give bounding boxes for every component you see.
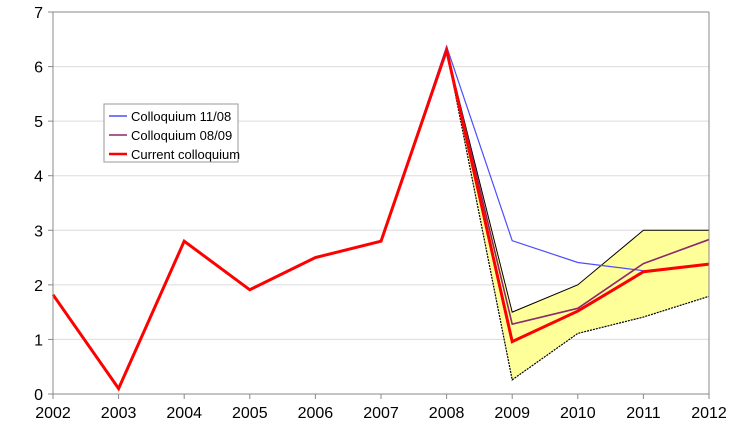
legend: Colloquium 11/08 Colloquium 08/09 Current … xyxy=(103,103,240,163)
band-upper-edge xyxy=(446,50,709,313)
series-line xyxy=(51,44,710,392)
x-tick-label: 2005 xyxy=(232,405,268,422)
x-tick-label: 2009 xyxy=(494,405,530,422)
y-tick-label: 7 xyxy=(34,5,43,22)
y-tick-label: 5 xyxy=(34,114,43,131)
x-tick-label: 2007 xyxy=(363,405,399,422)
band-fill xyxy=(446,50,709,380)
y-tick-label: 6 xyxy=(34,60,43,77)
legend-label: Colloquium 08/09 xyxy=(131,128,232,143)
x-tick-label: 2008 xyxy=(429,405,465,422)
legend-label: Colloquium 11/08 xyxy=(131,109,231,124)
axes xyxy=(48,11,710,399)
x-tick-label: 2011 xyxy=(626,405,661,422)
x-tick-label: 2012 xyxy=(691,405,727,422)
x-tick-label: 2002 xyxy=(35,405,71,422)
x-tick-label: 2006 xyxy=(298,405,334,422)
y-tick-label: 3 xyxy=(34,223,43,240)
x-tick-label: 2010 xyxy=(560,405,596,422)
y-tick-label: 0 xyxy=(34,387,43,404)
uncertainty-band xyxy=(52,50,710,394)
x-tick-label: 2003 xyxy=(101,405,137,422)
y-tick-label: 1 xyxy=(34,332,43,349)
series-lines xyxy=(51,44,710,392)
y-tick-label: 4 xyxy=(34,169,43,186)
x-tick-label: 2004 xyxy=(166,405,202,422)
x-tick-labels: 2002 2003 2004 2005 2006 2007 2008 2009 2010 2011… xyxy=(35,405,727,422)
y-tick-label: 2 xyxy=(34,278,43,295)
series-line xyxy=(52,47,710,391)
y-tick-labels: 0 1 2 3 4 5 6 7 xyxy=(34,5,43,404)
legend-label: Current colloquium xyxy=(131,147,240,162)
